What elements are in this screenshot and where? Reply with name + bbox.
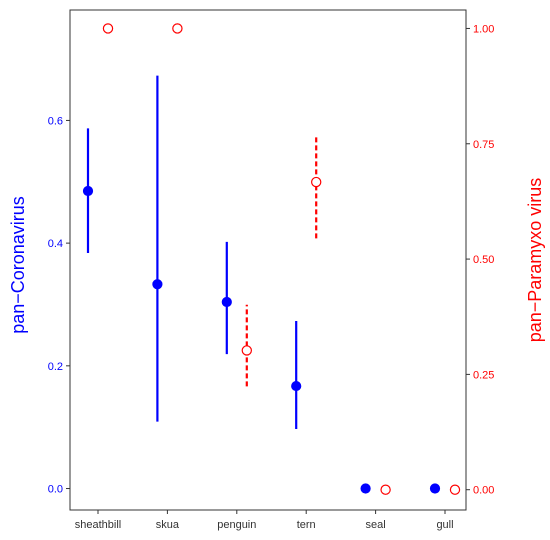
corona-point — [291, 380, 302, 392]
right-tick-label: 1.00 — [473, 23, 494, 35]
x-tick-label: gull — [436, 519, 453, 531]
x-tick-label: seal — [366, 519, 386, 531]
left-tick-label: 0.4 — [48, 238, 63, 250]
left-tick-label: 0.6 — [48, 115, 63, 127]
x-axis: sheathbill skua penguin tern seal gull — [75, 510, 454, 531]
corona-point — [221, 296, 232, 308]
corona-point — [360, 483, 371, 494]
x-tick-label: sheathbill — [75, 519, 121, 531]
paramyxo-point — [311, 176, 322, 188]
x-tick-label: skua — [156, 519, 180, 531]
left-tick-label: 0.2 — [48, 361, 63, 373]
paramyxo-point — [172, 23, 183, 34]
left-tick-label: 0.0 — [48, 484, 63, 496]
left-axis-title: pan−Coronavirus — [8, 196, 28, 334]
corona-point — [82, 185, 94, 197]
corona-point — [152, 279, 163, 290]
paramyxo-point — [380, 484, 391, 495]
right-tick-label: 0.50 — [473, 254, 494, 266]
paramyxo-point — [241, 345, 252, 356]
right-tick-label: 0.25 — [473, 369, 494, 381]
plot-panel — [69, 9, 467, 511]
x-tick-label: penguin — [217, 519, 256, 531]
right-axis-title: pan−Paramyxo virus — [525, 178, 545, 343]
left-axis: 0.0 0.2 0.4 0.6 — [48, 115, 70, 496]
right-tick-label: 0.00 — [473, 485, 494, 497]
corona-point — [429, 483, 441, 494]
right-axis: 0.00 0.25 0.50 0.75 1.00 — [466, 23, 494, 497]
paramyxo-point — [449, 484, 461, 495]
right-tick-label: 0.75 — [473, 139, 494, 151]
x-tick-label: tern — [297, 519, 316, 531]
data-marks — [82, 23, 461, 495]
paramyxo-point — [102, 23, 114, 34]
